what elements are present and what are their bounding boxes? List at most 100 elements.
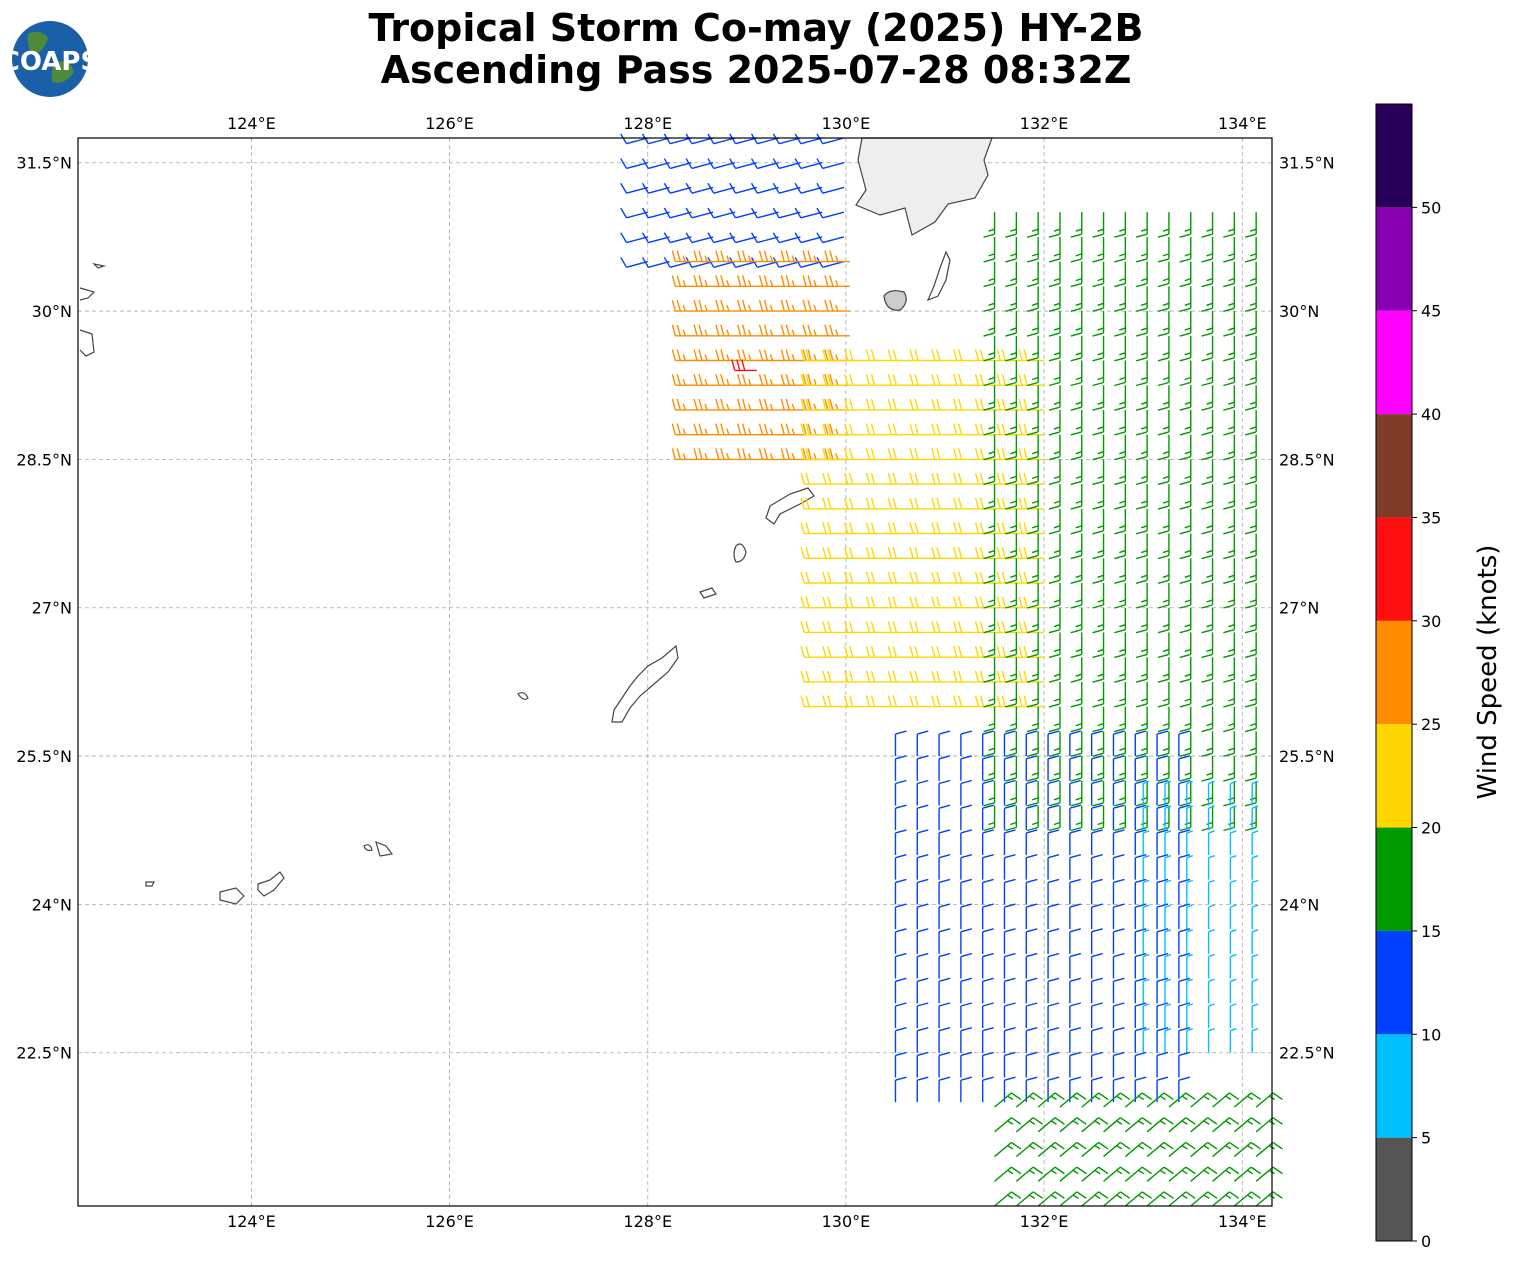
wind-barb: [953, 374, 979, 386]
wind-barb: [1037, 1166, 1065, 1182]
wind-barb: [1026, 409, 1039, 436]
wind-barb: [750, 158, 779, 170]
wind-barb: [1069, 878, 1082, 905]
wind-barb: [1070, 261, 1083, 288]
wind-barb: [1069, 755, 1082, 781]
wind-barb: [1112, 903, 1125, 930]
wind-barb: [1114, 756, 1127, 782]
wind-barb: [953, 645, 979, 658]
wind-barb: [1190, 1117, 1218, 1133]
wind-barb: [1201, 335, 1214, 362]
wind-barb: [824, 324, 850, 337]
wind-barb: [671, 423, 698, 436]
wind-barb: [996, 522, 1023, 535]
wind-barb: [1178, 779, 1191, 806]
wind-barb: [909, 645, 936, 658]
wind-barb: [707, 257, 736, 268]
wind-barb: [865, 670, 892, 683]
wind-barb: [1179, 632, 1192, 659]
wind-barb: [1070, 409, 1083, 436]
wind-barb: [974, 645, 1001, 658]
wind-barb: [983, 756, 996, 782]
colorbar-tick-label: 25: [1421, 715, 1441, 734]
wind-barb: [1092, 780, 1105, 807]
wind-barb: [931, 621, 957, 634]
wind-barb: [974, 497, 1001, 510]
wind-barb: [1164, 929, 1172, 954]
wind-barb: [1178, 1002, 1191, 1028]
wind-barb: [822, 497, 848, 510]
wind-barb: [983, 681, 996, 708]
lat-tick-left: 25.5°N: [16, 747, 72, 766]
wind-barb: [938, 829, 951, 855]
wind-barb: [865, 645, 892, 658]
wind-barb: [1157, 409, 1170, 436]
wind-barb: [983, 558, 996, 584]
wind-barb: [1134, 730, 1147, 757]
wind-barb: [822, 621, 848, 634]
wind-barb: [1114, 681, 1127, 708]
wind-barb: [737, 275, 763, 288]
wind-barb: [1070, 558, 1083, 584]
colorbar-bin: [1376, 414, 1412, 518]
wind-barb: [1047, 1027, 1060, 1053]
wind-barb: [1092, 533, 1105, 560]
wind-barb: [693, 250, 720, 263]
wind-barb: [1244, 286, 1257, 313]
wind-barb: [1047, 804, 1060, 831]
wind-barb: [663, 257, 692, 268]
wind-barb: [1223, 508, 1236, 535]
wind-barb: [887, 423, 914, 436]
lon-tick-bottom: 128°E: [623, 1212, 672, 1231]
wind-barb: [844, 670, 870, 683]
wind-barb: [693, 324, 720, 337]
wind-barb: [1018, 571, 1045, 584]
wind-barb: [1114, 434, 1127, 461]
lon-tick-top: 130°E: [822, 114, 871, 133]
wind-barb: [1112, 952, 1125, 979]
wind-barb: [663, 232, 692, 244]
wind-barb: [1134, 928, 1147, 954]
wind-barb: [1092, 311, 1105, 337]
wind-barb: [707, 133, 736, 145]
wind-barb: [1018, 596, 1045, 609]
wind-barb: [1178, 878, 1191, 905]
wind-barb: [960, 779, 973, 806]
wind-barb: [1179, 583, 1192, 609]
wind-barb: [909, 695, 936, 708]
wind-barb: [780, 423, 807, 436]
wind-barb: [1178, 952, 1191, 979]
colorbar-bin: [1376, 517, 1412, 621]
wind-barb: [1178, 730, 1191, 757]
wind-barb: [685, 133, 714, 145]
wind-barb: [685, 232, 714, 244]
wind-barb: [1212, 1191, 1240, 1207]
wind-barb: [1048, 385, 1061, 411]
wind-barb: [1168, 1117, 1196, 1133]
wind-barb: [1025, 977, 1038, 1004]
wind-barb: [960, 977, 973, 1004]
wind-barb: [1135, 311, 1148, 337]
wind-barb: [865, 374, 892, 386]
wind-barb: [1179, 533, 1192, 560]
wind-barb: [1146, 1191, 1174, 1207]
wind-barb: [844, 695, 870, 708]
wind-barb: [996, 497, 1023, 510]
wind-barb: [715, 398, 741, 411]
wind-barb: [1005, 780, 1018, 807]
wind-barb: [1223, 212, 1236, 238]
wind-barb: [1190, 1191, 1218, 1207]
wind-barb: [953, 522, 979, 535]
map-frame: [77, 137, 1273, 1207]
wind-barb: [693, 275, 720, 288]
wind-barb: [953, 547, 979, 559]
wind-barb: [1229, 904, 1237, 930]
wind-barb: [1156, 1027, 1169, 1053]
wind-barb: [1134, 952, 1147, 979]
wind-barb: [1212, 1166, 1240, 1182]
wind-barb: [1048, 657, 1061, 683]
wind-barb: [938, 1002, 951, 1028]
wind-barb: [1092, 583, 1105, 609]
wind-barb: [1090, 1027, 1103, 1053]
wind-barb: [983, 583, 996, 609]
